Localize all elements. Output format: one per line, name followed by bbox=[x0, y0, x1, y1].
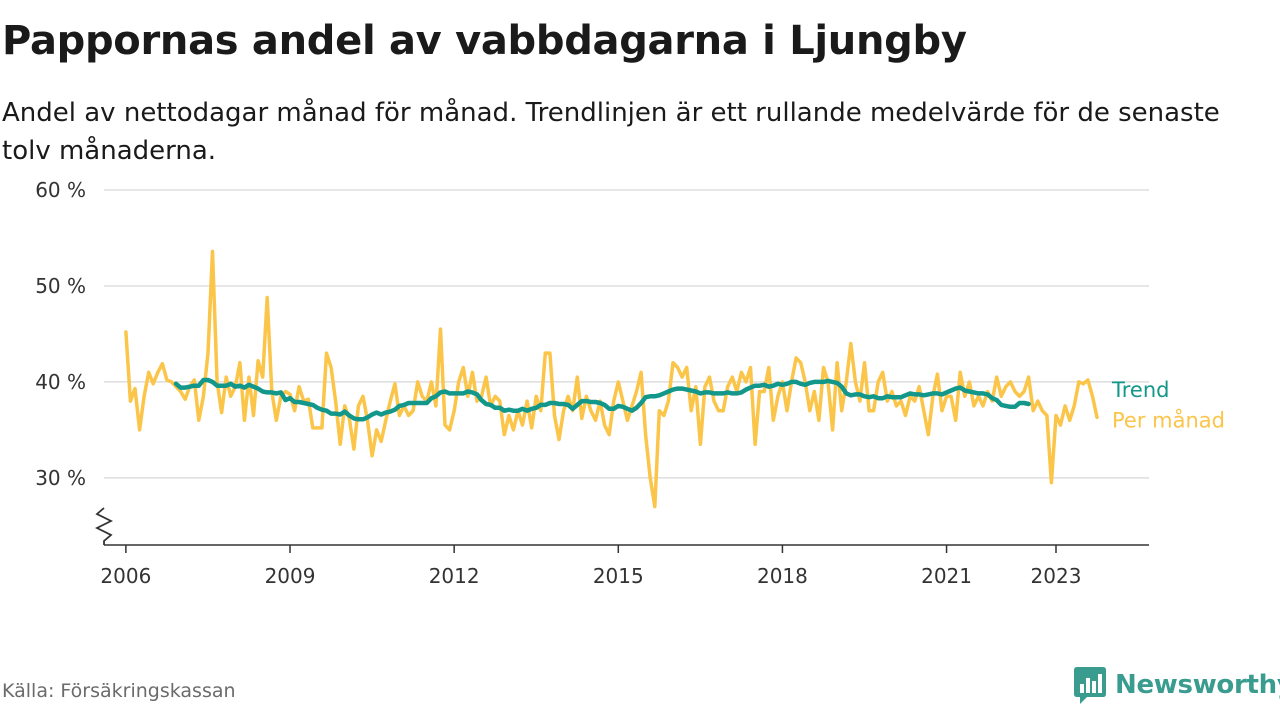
x-tick-label: 2018 bbox=[757, 564, 808, 588]
y-tick-label: 40 % bbox=[35, 370, 86, 394]
series-line-trend bbox=[173, 377, 1031, 422]
chart-subtitle: Andel av nettodagar månad för månad. Tre… bbox=[2, 98, 1220, 166]
bar-chart-speech-bubble-icon bbox=[1074, 667, 1106, 704]
y-axis: 30 % 40 % 50 % 60 % bbox=[35, 178, 114, 545]
x-tick-label: 2023 bbox=[1031, 564, 1082, 588]
x-tick-label: 2009 bbox=[265, 564, 316, 588]
series-lines bbox=[124, 249, 1099, 509]
y-tick-label: 30 % bbox=[35, 466, 86, 490]
series-label-trend: Trend bbox=[1111, 378, 1169, 402]
line-chart: 30 % 40 % 50 % 60 % 2006 2009 2012 2015 2018 202… bbox=[35, 178, 1225, 588]
newsworthy-logo: Newsworthy bbox=[1073, 664, 1280, 706]
logo-text: Newsworthy bbox=[1115, 670, 1280, 700]
gridlines bbox=[104, 189, 1149, 479]
x-tick-label: 2006 bbox=[100, 564, 151, 588]
series-line-per-manad bbox=[124, 249, 1099, 509]
y-tick-label: 60 % bbox=[35, 178, 86, 202]
x-tick-label: 2015 bbox=[593, 564, 644, 588]
y-tick-label: 50 % bbox=[35, 274, 86, 298]
chart-title: Pappornas andel av vabbdagarna i Ljungby bbox=[2, 18, 967, 64]
axis-break-icon bbox=[94, 507, 114, 545]
series-labels: Trend Per månad bbox=[1111, 378, 1225, 432]
series-label-per-manad: Per månad bbox=[1112, 407, 1225, 432]
x-axis: 2006 2009 2012 2015 2018 2021 2023 bbox=[100, 544, 1149, 588]
x-tick-label: 2012 bbox=[429, 564, 480, 588]
source-note: Källa: Försäkringskassan bbox=[2, 680, 236, 702]
x-tick-label: 2021 bbox=[921, 564, 972, 588]
